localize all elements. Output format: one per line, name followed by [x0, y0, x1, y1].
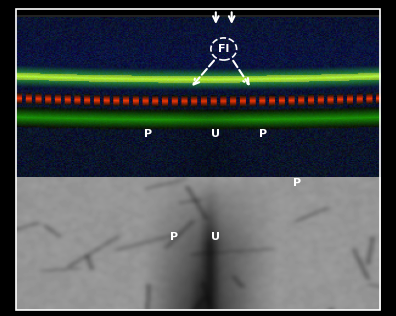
- Text: P: P: [145, 129, 152, 139]
- Text: U: U: [211, 129, 220, 139]
- Text: P: P: [293, 178, 301, 188]
- Text: P: P: [259, 129, 267, 139]
- Bar: [16, 16, 380, 183]
- Text: P: P: [170, 232, 178, 242]
- Text: U: U: [211, 232, 220, 242]
- Text: Fl: Fl: [218, 44, 229, 54]
